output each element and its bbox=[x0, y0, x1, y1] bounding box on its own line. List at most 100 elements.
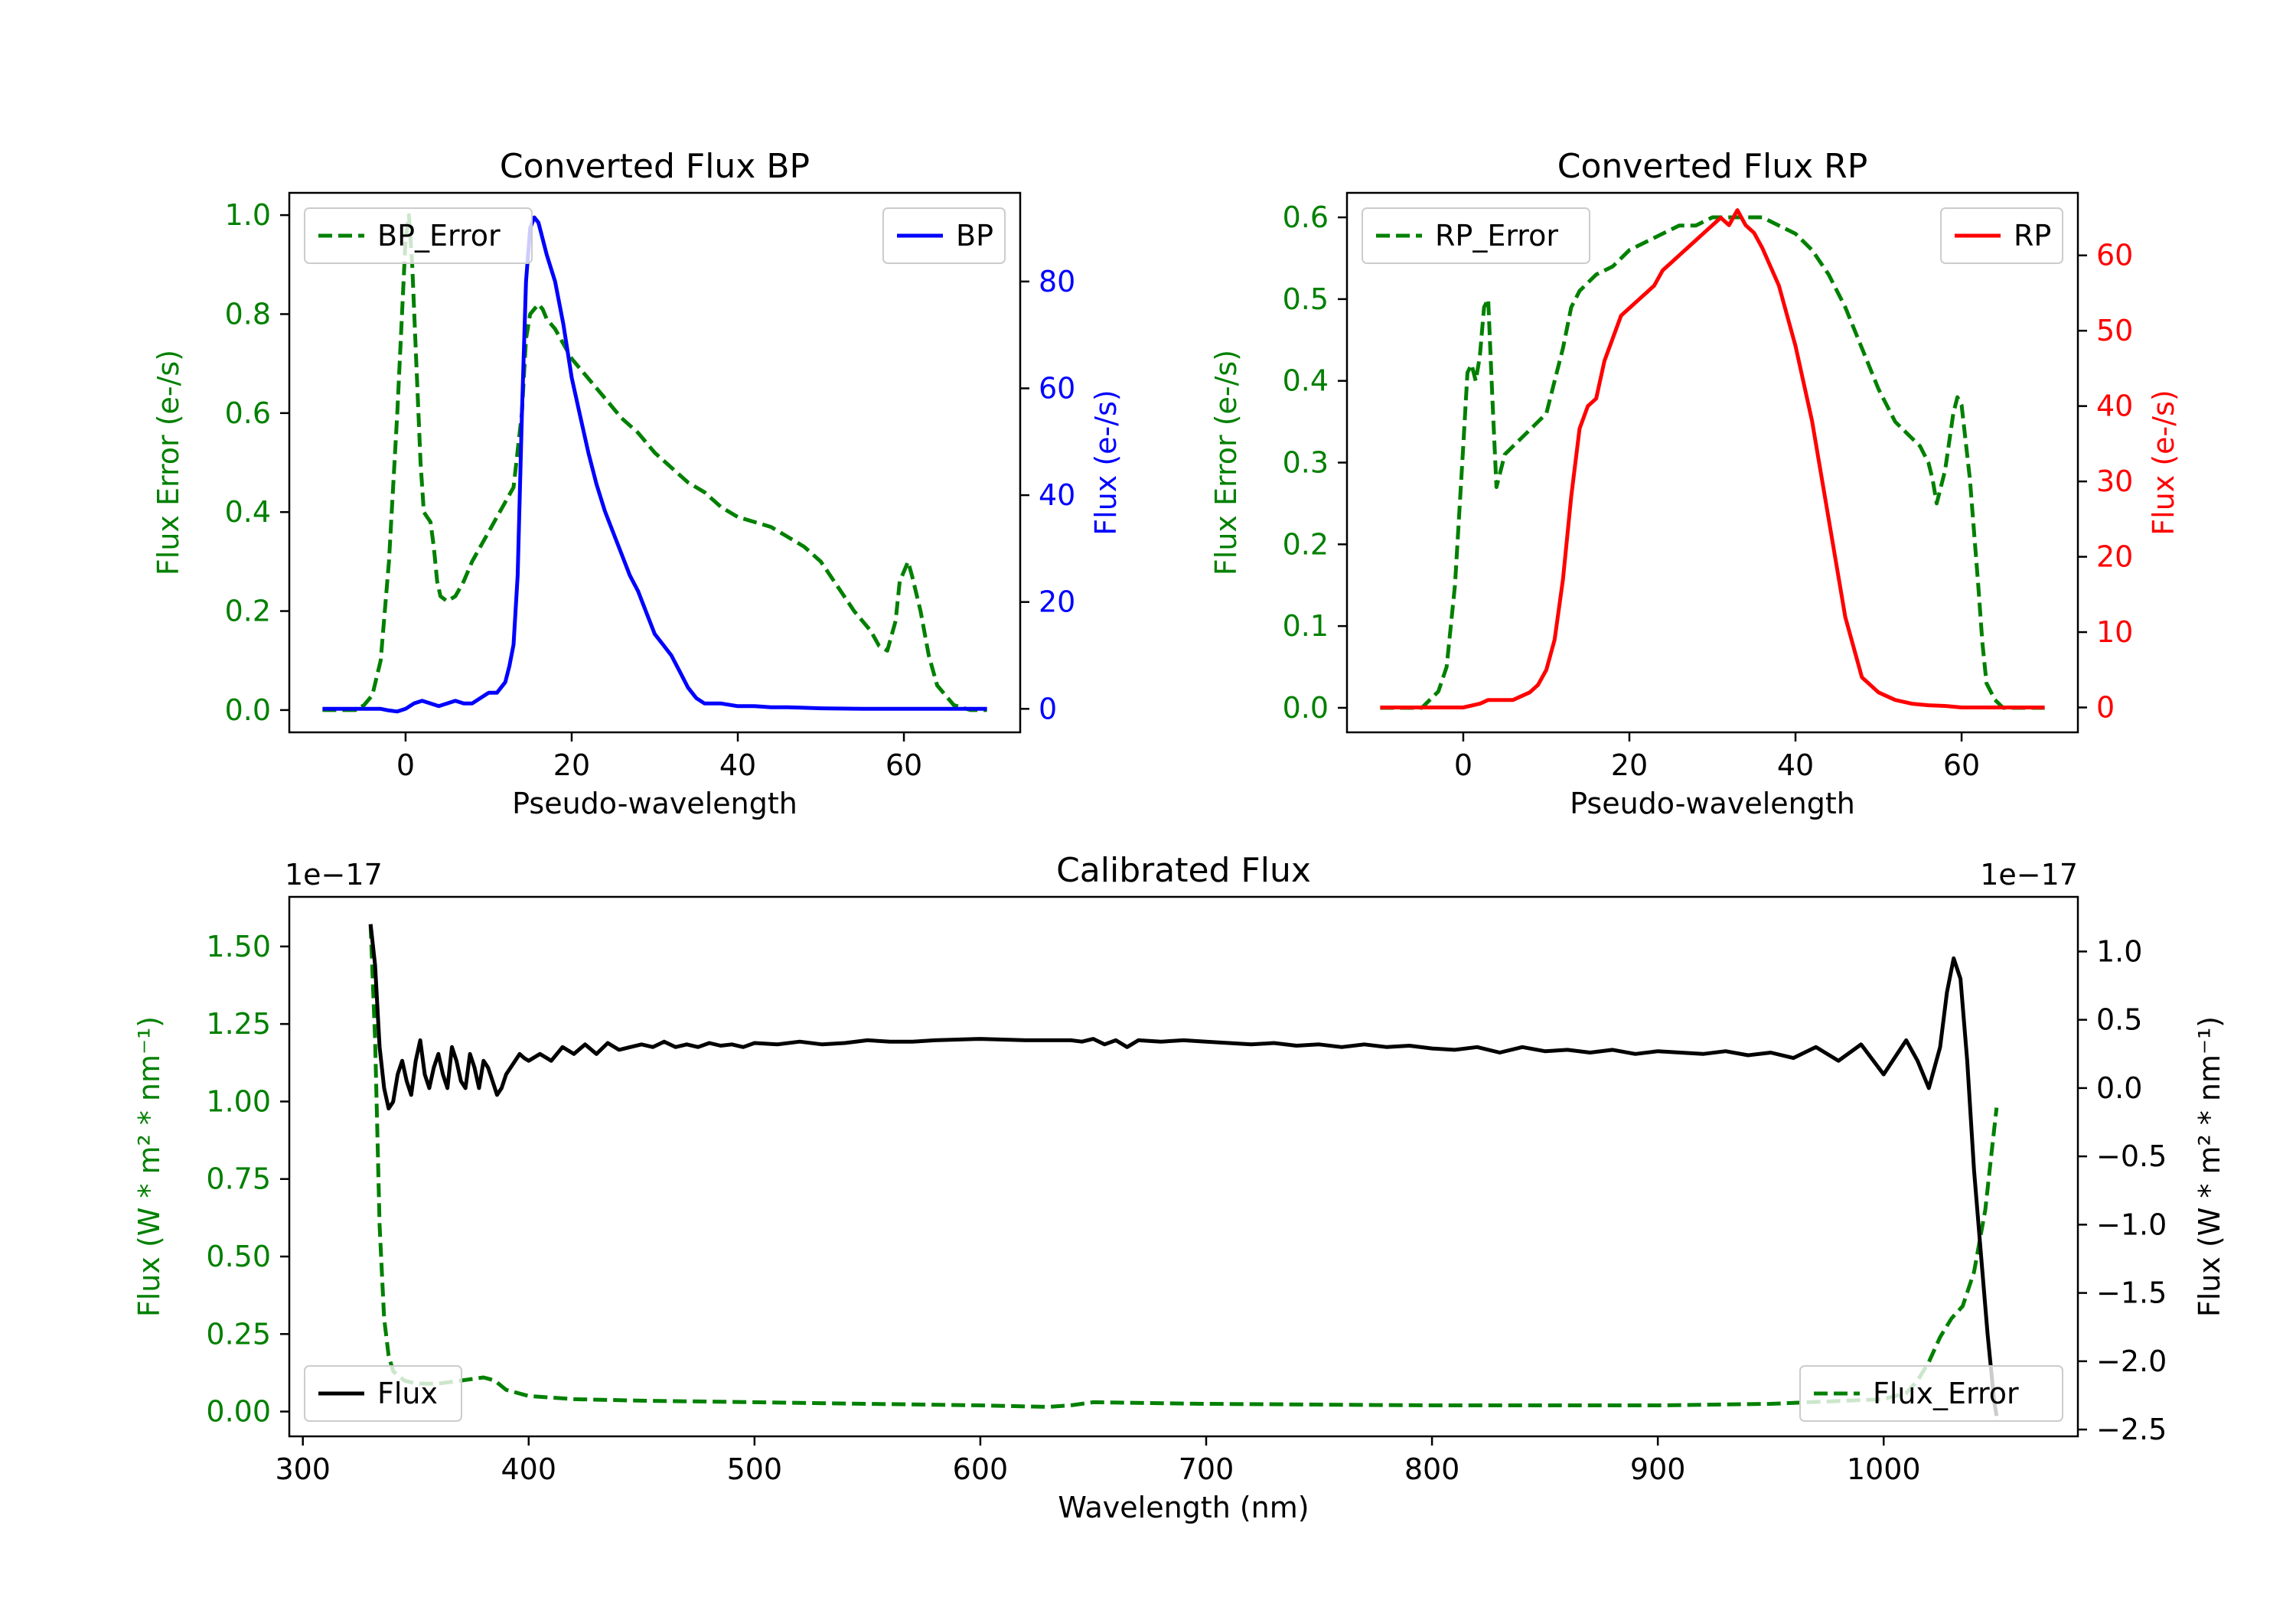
bp-ytick-left-label-5: 1.0 bbox=[225, 198, 271, 232]
calibrated-legend-right-label: Flux_Error bbox=[1873, 1377, 2019, 1410]
calibrated-axes-frame bbox=[288, 895, 2079, 1438]
rp-legend-right-label: RP bbox=[2014, 219, 2051, 253]
rp-ytick-left-label-1: 0.1 bbox=[1283, 609, 1329, 643]
rp-legend-left: RP_Error bbox=[1362, 207, 1590, 264]
calibrated-ytick-left-label-1: 0.25 bbox=[206, 1317, 271, 1351]
bp-xtick-label-40: 40 bbox=[719, 748, 756, 782]
rp-ytick-right-label-4: 40 bbox=[2096, 390, 2133, 423]
rp-ytick-right-label-2: 20 bbox=[2096, 540, 2133, 574]
bp-legend-right: BP bbox=[882, 207, 1006, 264]
rp-ytick-left-label-4: 0.4 bbox=[1283, 364, 1329, 398]
calibrated-ytick-right-label-2: −1.5 bbox=[2096, 1276, 2167, 1310]
bp-legend-right-box bbox=[882, 207, 1006, 264]
bp-ytick-left-label-2: 0.4 bbox=[225, 495, 271, 529]
rp-ytick-left-label-2: 0.2 bbox=[1283, 527, 1329, 561]
calibrated-ytick-right-label-0: −2.5 bbox=[2096, 1413, 2167, 1446]
rp-legend-right: RP bbox=[1940, 207, 2063, 264]
calibrated-ytick-right-label-5: 0.0 bbox=[2096, 1071, 2142, 1105]
bp-ytick-left-label-3: 0.6 bbox=[225, 396, 271, 430]
calibrated-ytick-left-label-0: 0.00 bbox=[206, 1395, 271, 1429]
calibrated-legend-right: Flux_Error bbox=[1799, 1365, 2063, 1422]
bp-ytick-left-label-0: 0.0 bbox=[225, 693, 271, 727]
panel-converted-flux-rp: 0 20 40 60 0.0 0.1 0.2 0.3 0.4 0.5 0.6 0 10 20 30 40 50 6… bbox=[1209, 147, 2180, 820]
bp-legend-left-box bbox=[304, 207, 533, 264]
calibrated-ylabel-left: Flux (W * m² * nm⁻¹) bbox=[132, 1016, 166, 1317]
calibrated-ytick-right-label-3: −1.0 bbox=[2096, 1208, 2167, 1241]
rp-xtick-label-60: 60 bbox=[1943, 748, 1980, 782]
panel-calibrated-flux: 300 400 500 600 700 800 900 1000 0.00 0.25 0.50 0.7… bbox=[132, 851, 2226, 1524]
bp-series-bp-line bbox=[322, 215, 987, 714]
calibrated-xtick-label-500: 500 bbox=[727, 1452, 783, 1486]
rp-legend-left-label: RP_Error bbox=[1435, 219, 1558, 253]
bp-axes-frame bbox=[288, 191, 1022, 734]
bp-ylabel-right: Flux (e-/s) bbox=[1089, 390, 1123, 535]
bp-ylabel-left: Flux Error (e-/s) bbox=[152, 350, 185, 575]
bp-ytick-right-label-2: 40 bbox=[1039, 478, 1075, 512]
rp-ytick-right-label-1: 10 bbox=[2096, 615, 2133, 649]
bp-legend-right-label: BP bbox=[956, 219, 993, 253]
calibrated-ytick-left-label-3: 0.75 bbox=[206, 1162, 271, 1196]
calibrated-xtick-label-400: 400 bbox=[501, 1452, 557, 1486]
calibrated-xtick-label-300: 300 bbox=[275, 1452, 331, 1486]
calibrated-title: Calibrated Flux bbox=[1056, 851, 1311, 890]
calibrated-ytick-left-label-2: 0.50 bbox=[206, 1240, 271, 1273]
rp-ylabel-left: Flux Error (e-/s) bbox=[1209, 350, 1243, 575]
rp-ytick-left-label-3: 0.3 bbox=[1283, 446, 1329, 480]
rp-series-rp-error-line bbox=[1380, 215, 2045, 710]
bp-ytick-right-label-3: 60 bbox=[1039, 371, 1075, 405]
rp-ytick-left-label-0: 0.0 bbox=[1283, 691, 1329, 725]
rp-ytick-left-label-5: 0.5 bbox=[1283, 282, 1329, 316]
rp-ytick-left-label-6: 0.6 bbox=[1283, 200, 1329, 234]
bp-ytick-left-label-1: 0.2 bbox=[225, 595, 271, 628]
bp-xtick-label-0: 0 bbox=[396, 748, 415, 782]
rp-legend-right-box bbox=[1940, 207, 2063, 264]
bp-xtick-label-20: 20 bbox=[553, 748, 590, 782]
calibrated-ytick-left-label-6: 1.50 bbox=[206, 930, 271, 963]
calibrated-xtick-label-1000: 1000 bbox=[1847, 1452, 1921, 1486]
rp-ytick-right-label-3: 30 bbox=[2096, 464, 2133, 498]
rp-xlabel: Pseudo-wavelength bbox=[1570, 787, 1855, 820]
calibrated-legend-left-box bbox=[304, 1365, 462, 1422]
calibrated-xlabel: Wavelength (nm) bbox=[1058, 1491, 1309, 1524]
rp-xtick-label-40: 40 bbox=[1777, 748, 1814, 782]
bp-xtick-label-60: 60 bbox=[885, 748, 922, 782]
calibrated-xtick-label-700: 700 bbox=[1179, 1452, 1234, 1486]
rp-title: Converted Flux RP bbox=[1557, 147, 1868, 186]
calibrated-offset-right: 1e−17 bbox=[1980, 858, 2078, 892]
rp-xtick-label-0: 0 bbox=[1454, 748, 1473, 782]
bp-ytick-left-label-4: 0.8 bbox=[225, 297, 271, 331]
rp-ytick-right-label-5: 50 bbox=[2096, 314, 2133, 347]
rp-xtick-label-20: 20 bbox=[1611, 748, 1648, 782]
calibrated-ytick-right-label-7: 1.0 bbox=[2096, 934, 2142, 968]
calibrated-ytick-right-label-1: −2.0 bbox=[2096, 1345, 2167, 1378]
bp-ytick-right-label-4: 80 bbox=[1039, 265, 1075, 298]
bp-legend-left: BP_Error bbox=[304, 207, 533, 264]
calibrated-ytick-left-label-4: 1.00 bbox=[206, 1084, 271, 1118]
bp-series-bp-error-line bbox=[322, 213, 987, 712]
bp-ytick-right-label-1: 20 bbox=[1039, 585, 1075, 619]
bp-ytick-right-label-0: 0 bbox=[1039, 692, 1057, 725]
rp-ytick-right-label-0: 0 bbox=[2096, 691, 2115, 725]
rp-ytick-right-label-6: 60 bbox=[2096, 239, 2133, 272]
panel-converted-flux-bp: 0 20 40 60 0.0 0.2 0.4 0.6 0.8 1.0 0 20 40 60 80 Conver… bbox=[152, 147, 1123, 820]
calibrated-ytick-right-label-6: 0.5 bbox=[2096, 1003, 2142, 1037]
rp-legend-left-box bbox=[1362, 207, 1590, 264]
calibrated-offset-left: 1e−17 bbox=[285, 858, 383, 892]
rp-ylabel-right: Flux (e-/s) bbox=[2147, 390, 2180, 535]
calibrated-legend-right-box bbox=[1799, 1365, 2063, 1422]
calibrated-ytick-right-label-4: −0.5 bbox=[2096, 1139, 2167, 1173]
calibrated-xtick-label-800: 800 bbox=[1404, 1452, 1460, 1486]
calibrated-legend-left-label: Flux bbox=[377, 1377, 438, 1410]
bp-xlabel: Pseudo-wavelength bbox=[512, 787, 797, 820]
calibrated-ylabel-right: Flux (W * m² * nm⁻¹) bbox=[2193, 1016, 2226, 1317]
calibrated-xtick-label-900: 900 bbox=[1630, 1452, 1686, 1486]
calibrated-legend-left: Flux bbox=[304, 1365, 462, 1422]
bp-title: Converted Flux BP bbox=[500, 147, 810, 186]
bp-legend-left-label: BP_Error bbox=[377, 219, 501, 253]
calibrated-xtick-label-600: 600 bbox=[953, 1452, 1009, 1486]
rp-series-rp-line bbox=[1380, 208, 2045, 709]
calibrated-ytick-left-label-5: 1.25 bbox=[206, 1007, 271, 1041]
calibrated-series-flux-line bbox=[368, 924, 1999, 1416]
